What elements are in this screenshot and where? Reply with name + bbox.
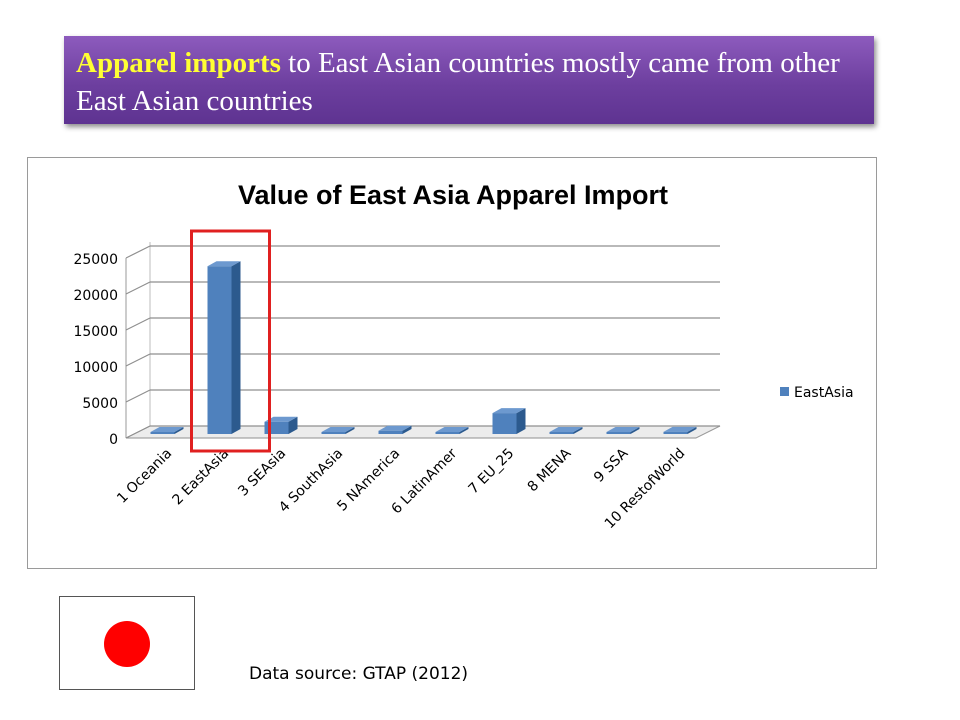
bar-top xyxy=(150,427,184,432)
bar-side xyxy=(459,427,469,434)
gridline-side xyxy=(125,389,151,403)
bar-front xyxy=(321,432,346,434)
bar-top xyxy=(321,427,355,432)
x-tick-label: 3 SEAsia xyxy=(235,446,289,500)
y-tick-label: 0 xyxy=(109,432,118,448)
legend-label: EastAsia xyxy=(794,385,854,401)
bar-top xyxy=(606,427,640,432)
y-tick-label: 20000 xyxy=(73,288,118,304)
bar-side xyxy=(687,426,697,434)
x-tick-label: 7 EU_25 xyxy=(466,446,518,498)
bar xyxy=(207,261,241,434)
headline-text: to East Asian countries mostly came from… xyxy=(76,47,840,117)
x-tick-label: 1 Oceania xyxy=(114,446,175,507)
gridline-side xyxy=(125,353,151,367)
bar-top xyxy=(549,427,583,432)
bar-side xyxy=(345,427,355,434)
bar-top xyxy=(435,427,469,432)
data-source: Data source: GTAP (2012) xyxy=(249,664,469,684)
bar-top xyxy=(207,261,241,267)
x-tick-label: 8 MENA xyxy=(525,445,575,495)
gridline-side xyxy=(125,281,151,295)
chart-frame: Value of East Asia Apparel Import 0 5000 1… xyxy=(27,157,877,569)
bar-front xyxy=(378,430,403,434)
bar-front xyxy=(606,432,631,434)
bar-top xyxy=(378,425,412,431)
bar xyxy=(663,426,697,434)
y-tick-label: 10000 xyxy=(73,360,118,376)
bar-top xyxy=(264,416,298,422)
y-tick-label: 15000 xyxy=(73,324,118,340)
bar-front xyxy=(663,431,688,434)
headline-banner: Apparel imports to East Asian countries … xyxy=(64,36,874,124)
highlight-box xyxy=(190,229,271,453)
bar xyxy=(435,427,469,434)
bar xyxy=(150,427,184,434)
headline-highlight: Apparel imports xyxy=(76,47,281,79)
gridline-side xyxy=(125,317,151,331)
bar-side xyxy=(402,425,412,434)
flag-sun-icon xyxy=(104,621,150,667)
bar-side xyxy=(288,416,298,434)
bar xyxy=(492,408,526,434)
x-tick-label: 2 EastAsia xyxy=(169,446,232,509)
bar-top xyxy=(663,426,697,432)
bar-side xyxy=(573,427,583,434)
bar-front xyxy=(549,432,574,434)
gridline-side xyxy=(125,245,151,259)
y-tick-label: 25000 xyxy=(73,252,118,268)
bar-side xyxy=(516,408,526,434)
bar xyxy=(321,427,355,434)
y-tick-label: 5000 xyxy=(82,396,118,412)
bar-front xyxy=(492,413,517,434)
bar xyxy=(378,425,412,434)
japan-flag xyxy=(59,596,195,690)
bar-front xyxy=(207,266,232,434)
bar-side xyxy=(231,261,241,434)
gridline-side xyxy=(125,425,151,439)
chart-title: Value of East Asia Apparel Import xyxy=(238,180,668,210)
bar-chart: Value of East Asia Apparel Import 0 5000 1… xyxy=(73,180,854,532)
bar xyxy=(549,427,583,434)
x-tick-label: 9 SSA xyxy=(591,445,632,486)
bar-front xyxy=(435,432,460,434)
bar-top xyxy=(492,408,526,414)
bar xyxy=(606,427,640,434)
bar-side xyxy=(174,427,184,434)
bar-side xyxy=(630,427,640,434)
bar-front xyxy=(150,432,175,434)
legend-swatch xyxy=(780,387,789,396)
